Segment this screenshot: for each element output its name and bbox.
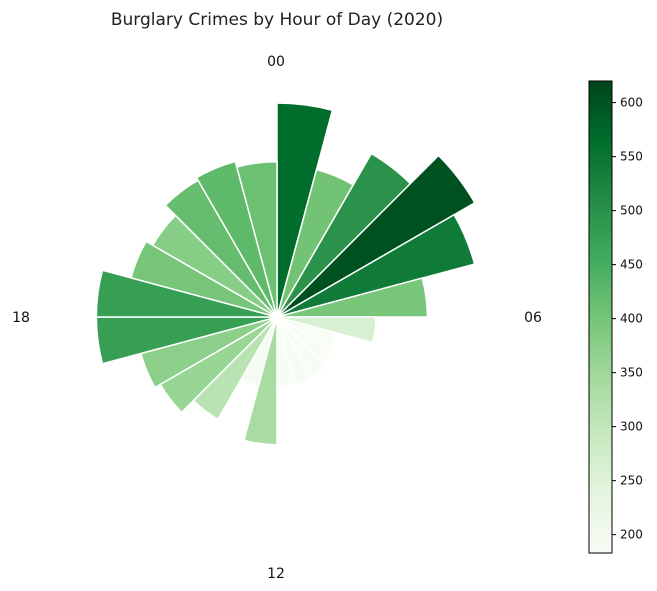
bar-hour-10 <box>276 316 314 386</box>
colorbar-tick-label-550: 550 <box>620 150 643 164</box>
hour-label-00: 00 <box>267 54 285 70</box>
hour-labels: 00 06 12 18 <box>12 54 542 582</box>
hour-label-12: 12 <box>267 566 285 582</box>
chart-title: Burglary Crimes by Hour of Day (2020) <box>111 10 443 30</box>
hour-label-18: 18 <box>12 310 30 326</box>
colorbar-tick-label-500: 500 <box>620 204 643 218</box>
bar-hour-19 <box>130 240 278 318</box>
colorbar-tick-label-250: 250 <box>620 474 643 488</box>
colorbar-tick-label-450: 450 <box>620 258 643 272</box>
bar-hour-23 <box>235 160 278 318</box>
colorbar-tick-label-400: 400 <box>620 312 643 326</box>
colorbar: 200 250 300 350 400 450 500 550 600 <box>588 80 643 554</box>
colorbar-ticks: 200 250 300 350 400 450 500 550 600 <box>612 96 643 542</box>
colorbar-tick-label-200: 200 <box>620 528 643 542</box>
bar-hour-22 <box>195 160 278 318</box>
colorbar-gradient <box>588 80 613 554</box>
bar-hour-04 <box>276 213 476 318</box>
bar-hour-05 <box>276 277 429 318</box>
colorbar-tick-label-300: 300 <box>620 420 643 434</box>
bars-group <box>95 102 476 446</box>
colorbar-tick-label-600: 600 <box>620 96 643 110</box>
hour-label-06: 06 <box>524 310 542 326</box>
bar-hour-03 <box>276 154 476 318</box>
colorbar-tick-label-350: 350 <box>620 366 643 380</box>
